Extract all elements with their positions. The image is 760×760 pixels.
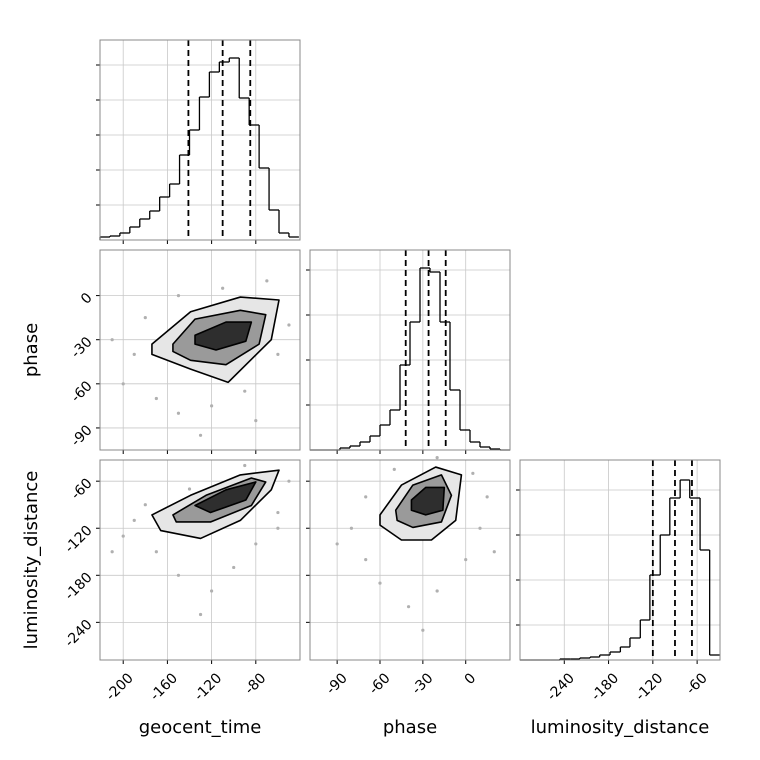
sample-point <box>132 352 136 357</box>
sample-point <box>154 396 158 401</box>
sample-point <box>265 279 269 283</box>
sample-point <box>210 404 214 408</box>
sample-point <box>121 382 125 386</box>
x-tick-label: -180 <box>588 670 622 704</box>
sample-point <box>378 581 382 585</box>
y-axis-label: luminosity_distance <box>21 471 42 650</box>
x-axis-label: luminosity_distance <box>531 717 710 738</box>
panel-frame <box>99 249 301 451</box>
y-tick-label: -60 <box>68 378 95 405</box>
y-tick-label: -120 <box>62 523 96 557</box>
sample-point <box>154 550 158 554</box>
sample-point <box>435 456 439 460</box>
sample-point <box>210 589 214 593</box>
y-tick-label: -180 <box>62 570 96 604</box>
sample-point <box>287 479 291 483</box>
sample-point <box>276 352 280 357</box>
y-tick-label: -90 <box>68 422 95 449</box>
sample-point <box>176 293 181 298</box>
panel-frame <box>99 39 301 241</box>
sample-point <box>221 286 225 290</box>
y-tick-label: -30 <box>68 334 95 361</box>
panel-frame <box>519 459 721 661</box>
sample-point <box>492 550 496 554</box>
sample-point <box>335 542 339 546</box>
sample-point <box>187 487 192 491</box>
sample-point <box>110 338 114 342</box>
sample-point <box>176 411 181 415</box>
x-tick-label: -60 <box>683 670 710 697</box>
sample-point <box>121 534 125 538</box>
sample-point <box>349 526 354 530</box>
sample-point <box>132 518 136 522</box>
sample-point <box>435 589 439 593</box>
sample-point <box>254 418 258 423</box>
sample-point <box>478 526 482 530</box>
sample-point <box>110 550 114 554</box>
sample-point <box>287 323 291 327</box>
sample-point <box>254 542 258 546</box>
x-tick-label: -160 <box>147 670 181 704</box>
sample-point <box>485 495 489 499</box>
sample-point <box>406 605 411 609</box>
x-axis-label: geocent_time <box>139 717 262 738</box>
sample-point <box>364 558 368 562</box>
panel-frame <box>99 459 301 661</box>
sample-point <box>464 558 468 562</box>
sample-point <box>176 573 181 577</box>
sample-point <box>276 526 280 530</box>
sample-point <box>421 628 425 632</box>
x-tick-label: -30 <box>409 670 436 697</box>
sample-point <box>392 467 396 472</box>
x-tick-label: -200 <box>103 670 137 704</box>
contour <box>194 321 253 351</box>
sample-point <box>276 510 280 515</box>
sample-point <box>243 463 247 468</box>
contour <box>194 481 257 514</box>
x-tick-label: 0 <box>462 670 480 688</box>
x-tick-label: -60 <box>366 670 393 697</box>
sample-point <box>143 503 147 507</box>
panel-frame <box>309 249 511 451</box>
x-tick-label: -90 <box>323 670 350 697</box>
x-tick-label: -120 <box>191 670 225 704</box>
sample-point <box>198 433 203 437</box>
sample-point <box>471 471 475 475</box>
x-tick-label: -240 <box>544 670 578 704</box>
sample-point <box>232 565 236 570</box>
sample-point <box>143 316 147 320</box>
x-tick-label: -80 <box>242 670 269 697</box>
y-axis-label: phase <box>21 323 42 377</box>
y-tick-label: 0 <box>78 290 96 308</box>
x-tick-label: -120 <box>633 670 667 704</box>
sample-point <box>364 495 368 499</box>
sample-point <box>243 389 247 393</box>
contour <box>410 486 446 516</box>
x-axis-label: phase <box>383 717 437 738</box>
sample-point <box>198 612 203 617</box>
y-tick-label: -60 <box>68 476 95 503</box>
y-tick-label: -240 <box>62 617 96 651</box>
panel-frame <box>309 459 511 661</box>
